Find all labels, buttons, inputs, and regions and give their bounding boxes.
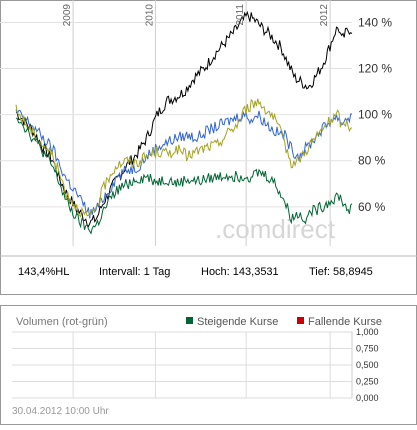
- legend-swatch: [297, 317, 304, 324]
- y-tick-label: 100 %: [358, 108, 392, 122]
- main-series: [15, 10, 353, 235]
- watermark-group: .comdirect: [215, 214, 336, 244]
- y-tick-label: 140 %: [358, 15, 392, 29]
- y-ticks: 140 % 120 % 100 % 80 % 60 %: [358, 15, 392, 213]
- y-tick-label: 60 %: [358, 200, 386, 214]
- legend-label: Steigende Kurse: [197, 316, 278, 328]
- watermark: .comdirect: [215, 214, 336, 244]
- volume-y-tick-label: 0,250: [356, 377, 379, 387]
- x-ticks: 2009 2010 2011 2012: [62, 4, 330, 27]
- volume-y-tick-label: 0,750: [356, 344, 379, 354]
- volume-y-tick-label: 0,000: [356, 393, 379, 403]
- volume-title: Volumen (rot-grün): [16, 316, 108, 328]
- stat-interval: Intervall: 1 Tag: [99, 266, 170, 278]
- series-line: [15, 117, 353, 235]
- volume-y-tick-label: 1,000: [356, 327, 379, 337]
- series-line: [15, 10, 353, 228]
- main-grid: [0, 0, 352, 246]
- stat-change: 143,4%HL: [18, 266, 69, 278]
- legend-label: Fallende Kurse: [308, 316, 382, 328]
- series-line: [15, 109, 353, 219]
- y-tick-label: 80 %: [358, 154, 386, 168]
- x-tick-label: 2012: [319, 4, 330, 27]
- x-tick-label: 2009: [62, 4, 73, 27]
- stat-low: Tief: 58,8945: [309, 266, 373, 278]
- volume-y-tick-label: 0,500: [356, 360, 379, 370]
- legend-swatch: [186, 317, 193, 324]
- timestamp: 30.04.2012 10:00 Uhr: [12, 406, 109, 417]
- y-tick-label: 120 %: [358, 62, 392, 76]
- volume-legend: Steigende Kurse Fallende Kurse: [186, 316, 382, 328]
- series-line: [15, 98, 353, 218]
- stat-high: Hoch: 143,3531: [201, 266, 279, 278]
- volume-y-ticks: 1,000 0,750 0,500 0,250 0,000: [356, 327, 379, 403]
- x-tick-label: 2011: [235, 4, 246, 26]
- volume-grid: [12, 331, 353, 399]
- x-tick-label: 2010: [144, 4, 155, 27]
